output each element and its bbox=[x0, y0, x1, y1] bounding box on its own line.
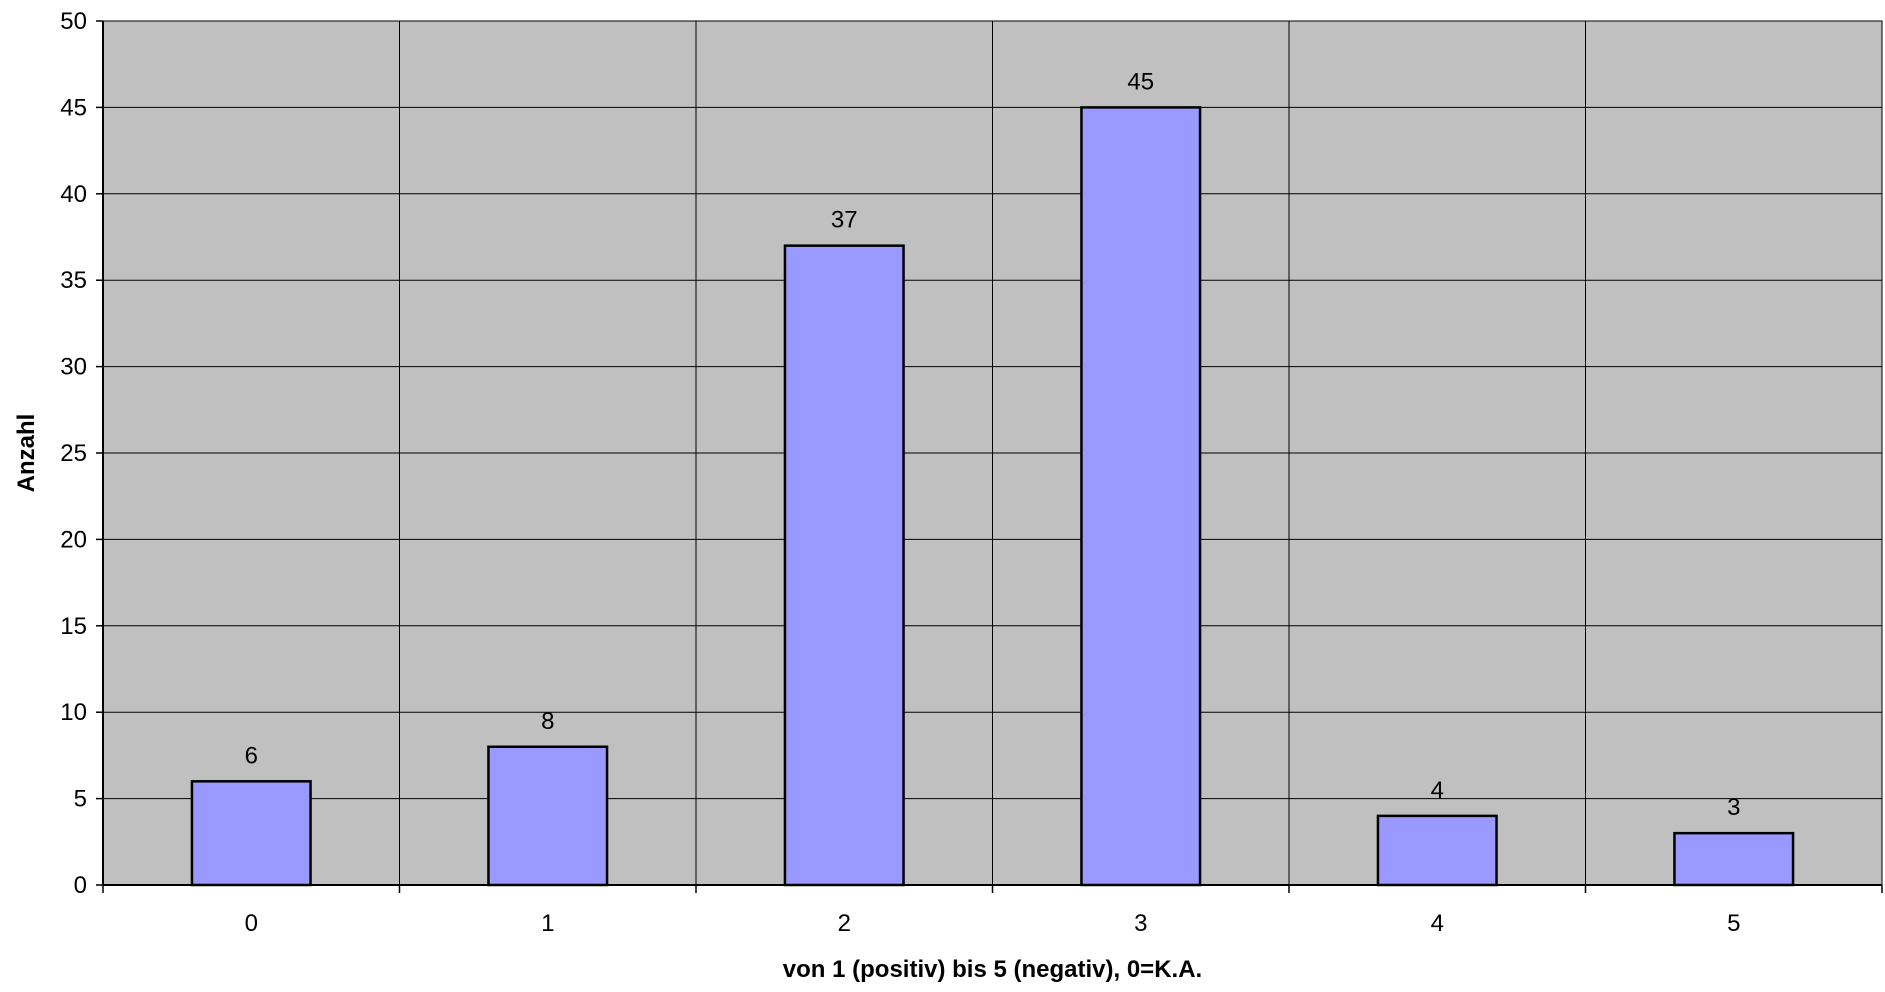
data-label-3: 45 bbox=[1127, 68, 1154, 95]
x-tick-label-5: 5 bbox=[1727, 910, 1740, 937]
y-tick-label: 35 bbox=[60, 267, 87, 294]
y-tick-label: 45 bbox=[60, 94, 87, 121]
y-tick-label: 50 bbox=[60, 8, 87, 35]
bars bbox=[190, 106, 1795, 887]
x-tick-label-3: 3 bbox=[1134, 910, 1147, 937]
bar-4 bbox=[1376, 814, 1498, 887]
data-label-5: 3 bbox=[1727, 794, 1740, 821]
x-tick-label-1: 1 bbox=[541, 910, 554, 937]
y-tick-label: 20 bbox=[60, 526, 87, 553]
x-tick-label-4: 4 bbox=[1431, 910, 1444, 937]
x-tick-label-0: 0 bbox=[245, 910, 258, 937]
y-tick-label: 25 bbox=[60, 440, 87, 467]
y-tick-label: 40 bbox=[60, 181, 87, 208]
y-axis-title: Anzahl bbox=[13, 414, 40, 493]
bar-2 bbox=[783, 244, 905, 887]
bar-0 bbox=[190, 780, 312, 887]
data-label-0: 6 bbox=[245, 742, 258, 769]
y-tick-label: 15 bbox=[60, 613, 87, 640]
y-tick-label: 30 bbox=[60, 354, 87, 381]
data-label-4: 4 bbox=[1431, 777, 1444, 804]
bar-1 bbox=[487, 745, 609, 887]
data-label-1: 8 bbox=[541, 708, 554, 735]
y-tick-label: 5 bbox=[74, 786, 87, 813]
y-tick-label: 0 bbox=[74, 872, 87, 899]
bar-5 bbox=[1673, 831, 1795, 887]
x-tick-label-2: 2 bbox=[838, 910, 851, 937]
data-label-2: 37 bbox=[831, 207, 858, 234]
x-axis-title: von 1 (positiv) bis 5 (negativ), 0=K.A. bbox=[783, 956, 1202, 983]
bar-3 bbox=[1080, 106, 1202, 887]
axes bbox=[96, 20, 1883, 893]
y-tick-label: 10 bbox=[60, 699, 87, 726]
